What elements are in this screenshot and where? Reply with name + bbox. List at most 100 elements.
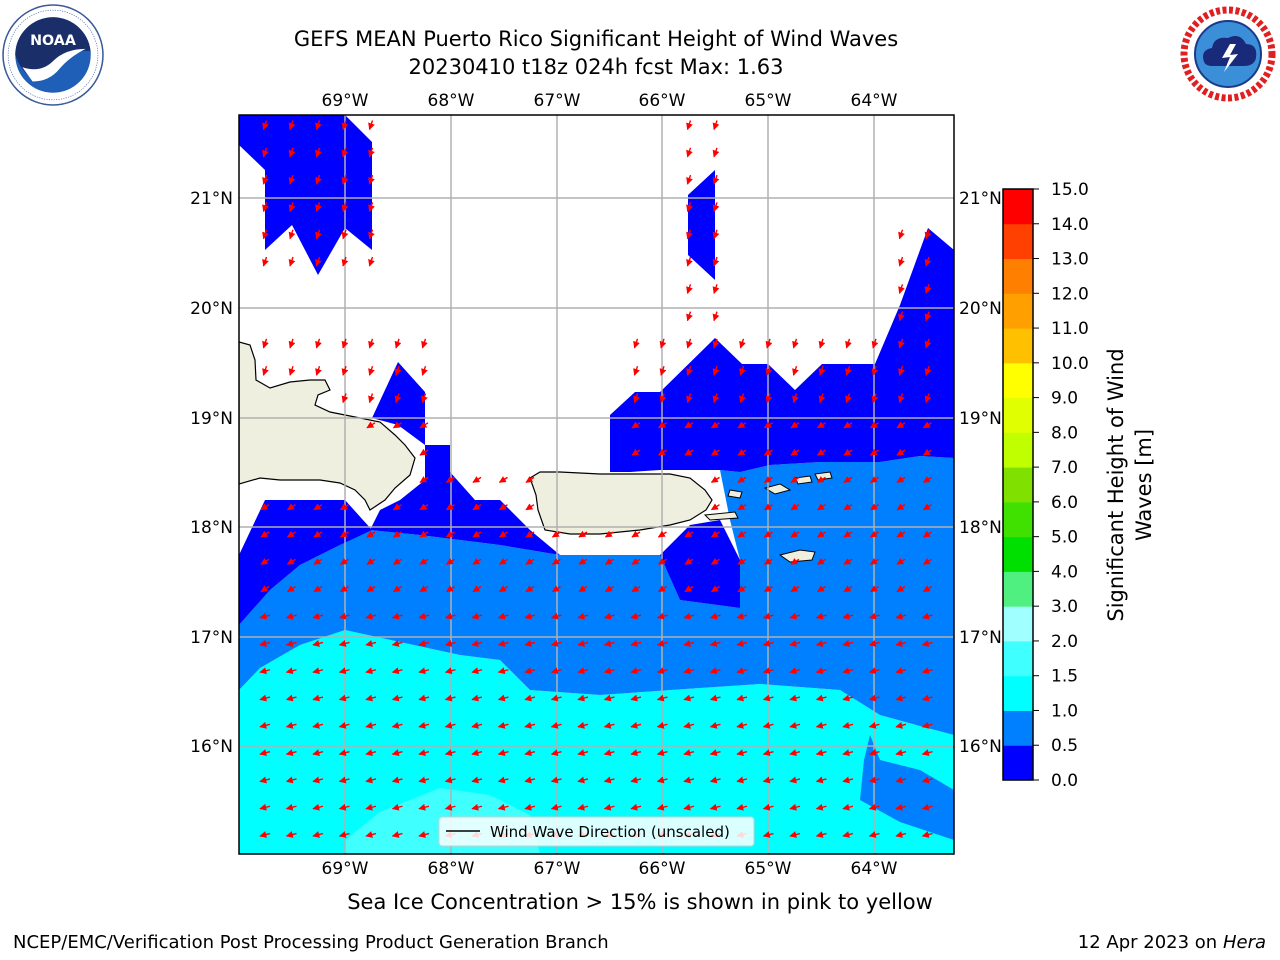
wave-direction-arrow <box>445 530 455 538</box>
wave-direction-arrow <box>313 585 323 593</box>
wave-direction-arrow <box>444 694 456 702</box>
wave-direction-arrow <box>577 612 589 620</box>
wave-direction-arrow <box>338 803 350 811</box>
lat-tick-right-16n: 16°N <box>959 737 1002 757</box>
wave-direction-arrow <box>762 831 774 838</box>
wave-direction-arrow <box>736 776 748 784</box>
wave-direction-arrow <box>444 612 456 620</box>
colorbar-tick-label: 4.0 <box>1051 562 1078 582</box>
wave-direction-arrow <box>710 503 720 511</box>
wave-direction-arrow <box>710 585 720 593</box>
wave-direction-arrow <box>365 831 377 838</box>
wave-direction-arrow <box>684 421 694 429</box>
wave-direction-arrow <box>737 476 747 483</box>
svg-text:NOAA: NOAA <box>30 33 76 49</box>
wave-direction-arrow <box>338 612 350 620</box>
wave-direction-arrow <box>843 503 853 511</box>
wave-direction-arrow <box>792 338 799 349</box>
wave-direction-arrow <box>868 694 880 702</box>
wave-direction-arrow <box>341 174 349 185</box>
wave-direction-arrow <box>736 749 748 757</box>
wave-direction-arrow <box>338 721 350 729</box>
wave-direction-arrow <box>818 338 826 349</box>
wave-direction-arrow <box>288 338 296 349</box>
wave-direction-arrow <box>631 530 641 538</box>
wave-direction-arrow <box>630 694 642 702</box>
wave-direction-arrow <box>790 557 800 565</box>
wave-direction-arrow <box>686 202 693 213</box>
wave-direction-arrow <box>366 585 376 593</box>
wave-direction-arrow <box>368 202 375 213</box>
wave-direction-arrow <box>763 585 773 593</box>
wave-direction-arrow <box>869 530 879 538</box>
wave-direction-arrow <box>577 667 589 675</box>
wave-direction-arrow <box>603 612 615 620</box>
wave-direction-arrow <box>924 311 932 322</box>
wave-direction-arrow <box>365 721 377 729</box>
lon-tick-bottom-65w: 65°W <box>745 859 792 879</box>
wave-direction-arrow <box>815 694 827 702</box>
wave-direction-arrow <box>312 776 324 784</box>
wave-direction-arrow <box>498 530 508 538</box>
colorbar-segment <box>1003 397 1033 433</box>
wave-direction-arrow <box>285 640 297 647</box>
wave-direction-arrow <box>524 776 536 784</box>
wave-direction-arrow <box>737 557 747 565</box>
wave-direction-arrow <box>896 530 906 538</box>
wave-direction-arrow <box>789 694 801 702</box>
wave-direction-arrow <box>418 831 430 838</box>
wave-direction-arrow <box>737 503 747 511</box>
wave-direction-arrow <box>421 365 428 376</box>
wave-direction-arrow <box>341 147 349 158</box>
wave-direction-arrow <box>843 421 853 429</box>
wave-direction-arrow <box>895 749 907 757</box>
lon-tick-bottom-68w: 68°W <box>428 859 475 879</box>
wave-direction-arrow <box>868 667 880 675</box>
wave-direction-arrow <box>339 557 349 565</box>
wave-direction-arrow <box>341 393 349 404</box>
wave-direction-arrow <box>712 202 720 213</box>
wave-direction-arrow <box>550 612 562 620</box>
wave-direction-arrow <box>871 338 879 349</box>
colorbar-tick-label: 5.0 <box>1051 528 1078 548</box>
wave-direction-arrow <box>657 557 667 565</box>
wave-direction-arrow <box>471 803 483 811</box>
wave-direction-arrow <box>816 476 826 483</box>
wave-direction-arrow <box>285 667 297 675</box>
lon-tick-top-65w: 65°W <box>745 91 792 111</box>
wave-direction-arrow <box>868 776 880 784</box>
wave-direction-arrow <box>525 557 535 565</box>
wave-direction-arrow <box>262 147 269 158</box>
wave-direction-arrow <box>365 776 377 784</box>
wave-direction-arrow <box>816 503 826 511</box>
colorbar-tick-label: 13.0 <box>1051 250 1089 270</box>
wave-direction-arrow <box>869 421 879 429</box>
wave-direction-arrow <box>633 338 640 349</box>
wave-direction-arrow <box>497 667 509 675</box>
wave-direction-arrow <box>368 120 375 131</box>
wave-direction-arrow <box>368 229 375 240</box>
wave-direction-arrow <box>709 612 721 620</box>
wave-direction-arrow <box>709 749 721 757</box>
wave-direction-arrow <box>816 421 826 429</box>
wave-direction-arrow <box>603 721 615 729</box>
wave-direction-arrow <box>924 229 932 240</box>
wave-direction-arrow <box>709 721 721 729</box>
footer-credit: NCEP/EMC/Verification Post Processing Pr… <box>13 932 609 953</box>
wave-direction-arrow <box>288 365 296 376</box>
noaa-logo: NOAA <box>2 4 104 106</box>
wave-direction-arrow <box>656 640 668 647</box>
wave-direction-arrow <box>763 421 773 429</box>
wave-direction-arrow <box>895 694 907 702</box>
wave-direction-arrow <box>285 721 297 729</box>
wave-direction-arrow <box>789 749 801 757</box>
colorbar-label-line: Waves [m] <box>1132 429 1156 541</box>
wave-direction-arrow <box>285 803 297 811</box>
wave-direction-arrow <box>444 803 456 811</box>
wave-direction-arrow <box>792 365 799 376</box>
colorbar-tick-label: 1.0 <box>1051 701 1078 721</box>
wave-direction-arrow <box>762 667 774 675</box>
wave-direction-arrow <box>712 365 720 376</box>
wave-direction-arrow <box>921 721 933 729</box>
footer-date: 12 Apr 2023 on Hera <box>1078 932 1266 953</box>
